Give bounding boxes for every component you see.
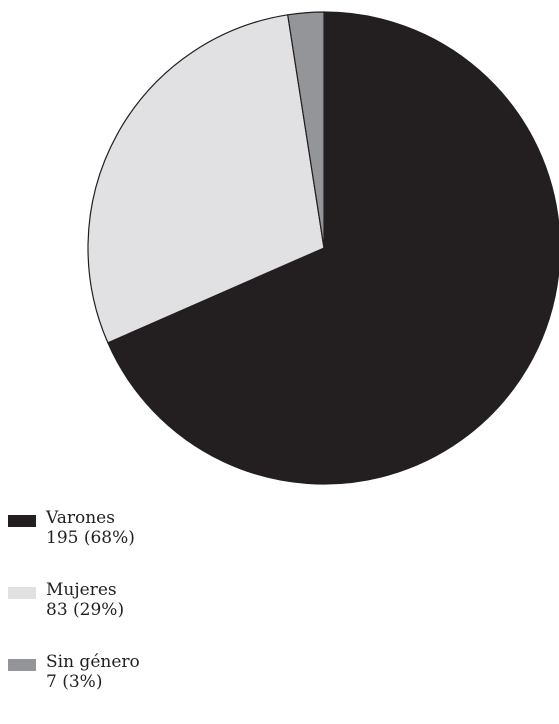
- legend: Varones 195 (68%) Mujeres 83 (29%) Sin g…: [8, 508, 308, 724]
- pie-chart: [87, 11, 559, 485]
- legend-item-sin-genero: Sin género 7 (3%): [8, 652, 308, 704]
- pie-slice-mujeres: [87, 14, 325, 344]
- legend-value-varones: 195 (68%): [46, 528, 135, 548]
- legend-swatch-mujeres: [8, 587, 36, 599]
- legend-swatch-varones: [8, 515, 36, 527]
- legend-value-mujeres: 83 (29%): [46, 600, 125, 620]
- legend-swatch-sin-genero: [8, 659, 36, 671]
- legend-label-sin-genero: Sin género: [46, 652, 140, 672]
- legend-value-sin-genero: 7 (3%): [46, 672, 103, 692]
- legend-label-varones: Varones: [46, 508, 115, 528]
- pie-slice-sin-genero: [287, 11, 325, 249]
- pie-slice-varones: [107, 11, 559, 485]
- legend-item-mujeres: Mujeres 83 (29%): [8, 580, 308, 632]
- legend-label-mujeres: Mujeres: [46, 580, 117, 600]
- legend-item-varones: Varones 195 (68%): [8, 508, 308, 560]
